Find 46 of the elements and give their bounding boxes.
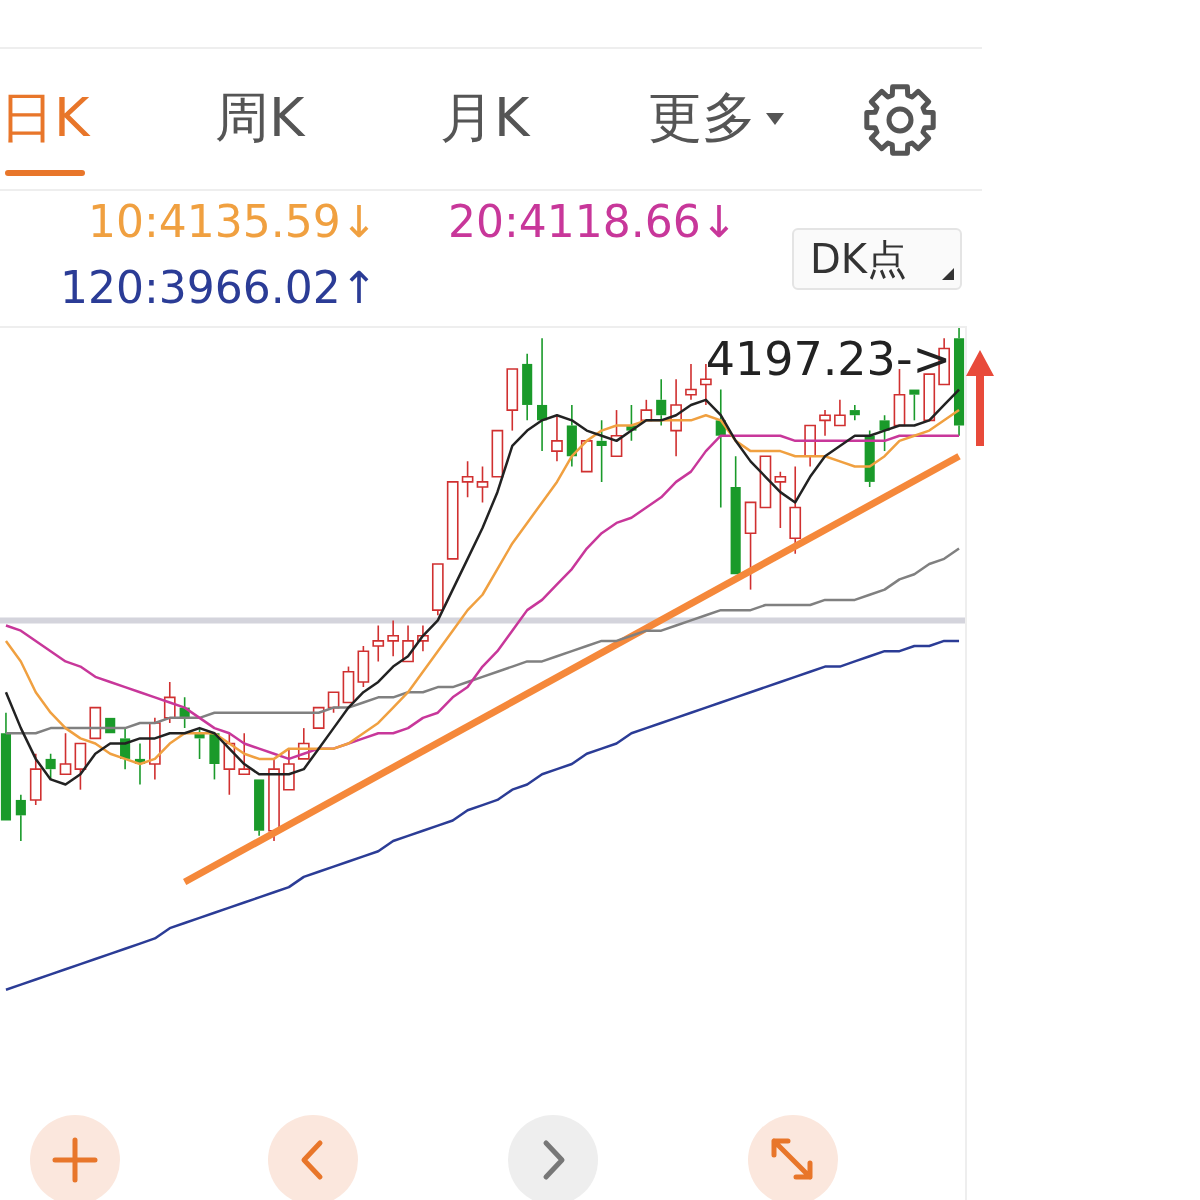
- text: 更多: [648, 85, 756, 151]
- candlestick: [596, 419, 607, 483]
- candlestick: [223, 732, 236, 796]
- candlestick: [909, 389, 920, 422]
- candlestick: [551, 414, 563, 463]
- candlestick: [522, 352, 533, 422]
- candlestick: [744, 501, 757, 591]
- candlestick: [804, 424, 816, 468]
- candlestick: [461, 460, 474, 499]
- candlestick: [29, 752, 42, 806]
- candlestick: [59, 732, 72, 776]
- candlestick: [238, 732, 251, 776]
- candlestick: [431, 563, 444, 617]
- candlestick: [417, 624, 429, 652]
- text: 20:4118.66↓: [448, 196, 738, 247]
- candlestick: [685, 363, 697, 401]
- candlestick: [387, 619, 400, 658]
- text: 日K: [0, 85, 90, 151]
- candlestick: [74, 742, 87, 791]
- candlestick: [730, 455, 741, 575]
- candlestick: [849, 404, 860, 422]
- candlestick: [506, 368, 519, 432]
- candlestick: [566, 404, 577, 468]
- candlestick: [476, 465, 489, 504]
- candlestick: [656, 378, 667, 427]
- text: 120:3966.02↑: [60, 262, 378, 313]
- candlestick: [834, 399, 846, 427]
- candlestick: [402, 624, 414, 663]
- candlestick: [537, 337, 548, 452]
- text: 10:4135.59↓: [88, 196, 378, 247]
- candlestick: [297, 727, 310, 760]
- candlestick: [149, 717, 161, 781]
- candlestick: [774, 470, 787, 529]
- candlestick: [15, 794, 26, 842]
- candlestick: [254, 779, 265, 837]
- text: 周K: [215, 85, 305, 151]
- candlestick: [819, 409, 831, 437]
- candlestick: [789, 465, 802, 555]
- candlestick: [0, 711, 12, 821]
- candlestick: [610, 409, 623, 458]
- text: 月K: [440, 85, 530, 151]
- candlestick: [163, 681, 176, 724]
- candlestick: [670, 378, 682, 458]
- candlestick: [372, 624, 385, 663]
- text: DK点: [810, 234, 908, 284]
- candlestick: [953, 327, 965, 437]
